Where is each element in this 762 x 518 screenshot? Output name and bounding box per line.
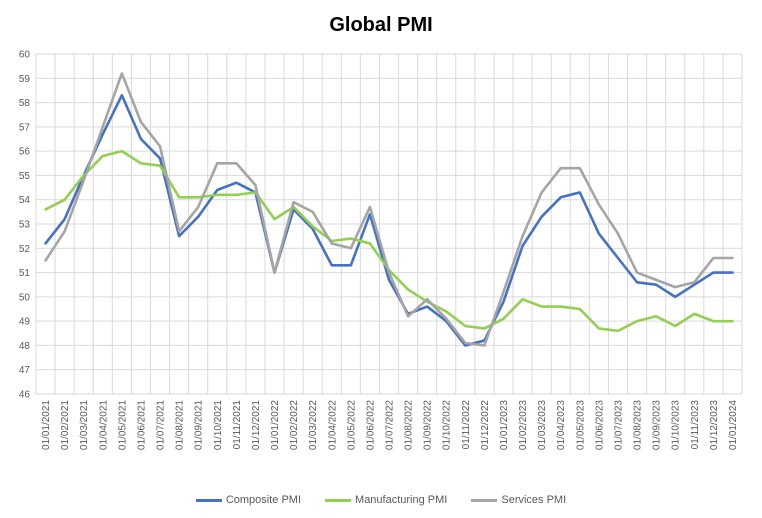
x-tick-label: 01/10/2022	[442, 400, 453, 450]
y-tick-label: 56	[19, 147, 31, 158]
x-tick-label: 01/06/2021	[136, 400, 147, 450]
y-tick-label: 54	[19, 195, 31, 206]
services-pmi-line	[44, 72, 734, 347]
y-tick-label: 59	[19, 74, 31, 85]
x-tick-label: 01/05/2023	[575, 400, 586, 450]
x-tick-label: 01/12/2023	[709, 400, 720, 450]
x-tick-label: 01/06/2022	[365, 400, 376, 450]
x-tick-label: 01/06/2023	[594, 400, 605, 450]
y-tick-label: 53	[19, 220, 31, 231]
manufacturing-pmi-line	[44, 149, 734, 333]
x-tick-label: 01/01/2024	[728, 400, 739, 450]
y-tick-label: 52	[19, 244, 31, 255]
x-tick-label: 01/07/2021	[156, 400, 167, 450]
x-tick-label: 01/07/2023	[613, 400, 624, 450]
y-tick-label: 58	[19, 98, 31, 109]
y-tick-label: 49	[19, 317, 31, 328]
legend-label: Manufacturing PMI	[355, 494, 448, 506]
legend-label: Services PMI	[501, 494, 567, 506]
x-tick-label: 01/05/2021	[117, 400, 128, 450]
x-tick-label: 01/03/2022	[308, 400, 319, 450]
x-tick-label: 01/05/2022	[346, 400, 357, 450]
y-tick-label: 48	[19, 341, 31, 352]
x-tick-label: 01/01/2021	[41, 400, 52, 450]
y-tick-label: 55	[19, 171, 31, 182]
composite-pmi-line	[44, 93, 734, 347]
x-tick-label: 01/02/2022	[289, 400, 300, 450]
legend-swatch	[471, 498, 498, 502]
x-tick-label: 01/02/2021	[60, 400, 71, 450]
legend-item: Services PMI	[471, 494, 566, 506]
chart-legend: Composite PMI Manufacturing PMI Services P…	[0, 494, 762, 506]
x-tick-label: 01/08/2022	[404, 400, 415, 450]
x-tick-label: 01/11/2022	[461, 400, 472, 450]
x-tick-label: 01/09/2023	[652, 400, 663, 450]
y-tick-label: 57	[19, 122, 31, 133]
x-tick-label: 01/07/2022	[385, 400, 396, 450]
x-tick-label: 01/11/2023	[690, 400, 701, 450]
y-tick-label: 60	[19, 50, 31, 61]
x-tick-label: 01/09/2022	[423, 400, 434, 450]
x-tick-label: 01/08/2023	[633, 400, 644, 450]
x-tick-label: 01/11/2021	[232, 400, 243, 450]
x-tick-label: 01/10/2021	[213, 400, 224, 450]
x-tick-label: 01/10/2023	[671, 400, 682, 450]
y-tick-label: 51	[19, 268, 31, 279]
x-tick-label: 01/12/2021	[251, 400, 262, 450]
x-tick-label: 01/01/2022	[270, 400, 281, 450]
x-tick-label: 01/01/2023	[499, 400, 510, 450]
x-tick-label: 01/08/2021	[175, 400, 186, 450]
x-tick-label: 01/09/2021	[194, 400, 205, 450]
x-tick-label: 01/02/2023	[518, 400, 529, 450]
y-tick-label: 46	[19, 390, 31, 401]
x-tick-label: 01/12/2022	[480, 400, 491, 450]
x-tick-label: 01/04/2023	[556, 400, 567, 450]
legend-item: Composite PMI	[195, 494, 302, 506]
x-tick-label: 01/03/2021	[79, 400, 90, 450]
x-tick-label: 01/03/2023	[537, 400, 548, 450]
x-tick-label: 01/04/2021	[98, 400, 109, 450]
y-tick-label: 47	[19, 365, 31, 376]
y-tick-label: 50	[19, 292, 31, 303]
x-tick-label: 01/04/2022	[327, 400, 338, 450]
legend-swatch	[325, 498, 352, 502]
legend-label: Composite PMI	[225, 494, 302, 506]
legend-item: Manufacturing PMI	[325, 494, 447, 506]
chart-title: Global PMI	[329, 14, 433, 36]
legend-swatch	[195, 498, 222, 502]
